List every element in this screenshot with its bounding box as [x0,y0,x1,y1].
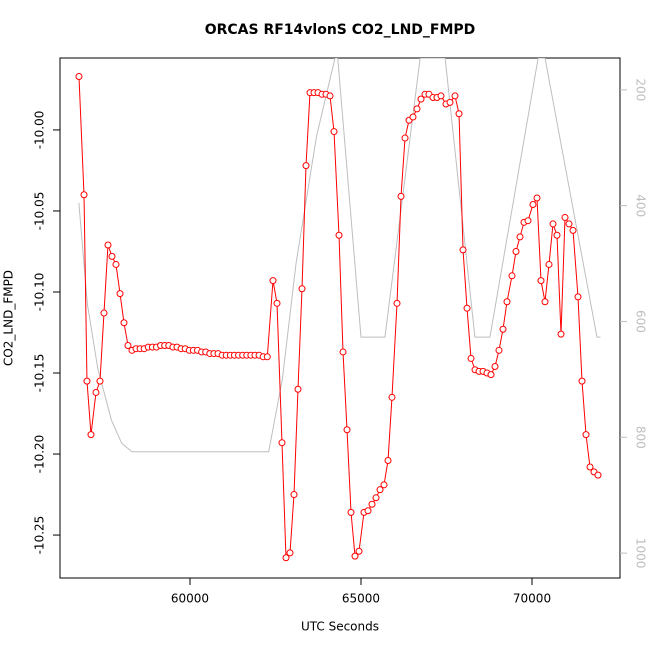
data-point [413,105,421,113]
y2-tick-label: 800 [634,426,648,449]
data-point [104,241,112,249]
data-point [545,260,553,268]
data-point [565,220,573,228]
data-point [455,110,463,118]
data-point [339,348,347,356]
y2-line [78,58,601,453]
data-point [335,231,343,239]
data-point [100,309,108,317]
data-point [397,192,405,200]
data-point [417,95,425,103]
plot-area [75,58,602,562]
data-point [467,354,475,362]
data-point [384,457,392,465]
data-point [343,426,351,434]
data-point [351,552,359,560]
data-point [594,471,602,479]
chart-title: ORCAS RF14vlonS CO2_LND_FMPD [205,22,476,38]
data-point [330,128,338,136]
plot-frame [59,57,621,579]
data-point [549,220,557,228]
data-point [380,481,388,489]
y-axis-label: CO2_LND_FMPD [2,270,16,366]
y2-tick-label: 200 [634,78,648,101]
data-point [537,277,545,285]
data-point [83,377,91,385]
data-point [529,200,537,208]
data-point [574,293,582,301]
y-tick-label: -10.10 [33,273,47,312]
data-point [278,439,286,447]
data-point [273,299,281,307]
data-point [326,92,334,100]
data-point [586,463,594,471]
data-point [96,377,104,385]
data-point [451,92,459,100]
data-point [120,319,128,327]
y-tick-label: -10.20 [33,435,47,474]
data-point [368,500,376,508]
data-point [87,431,95,439]
data-point [512,247,520,255]
data-point [437,92,445,100]
y-tick-label: -10.05 [33,192,47,231]
data-point [491,363,499,371]
y-tick-label: -10.15 [33,354,47,393]
data-point [290,491,298,499]
x-tick-label: 65000 [342,592,380,606]
data-point [557,330,565,338]
y2-tick-label: 600 [634,310,648,333]
data-point [508,272,516,280]
data-point [553,231,561,239]
data-point [116,290,124,298]
data-point [347,508,355,516]
data-point [80,191,88,199]
data-point [124,341,132,349]
data-point [533,194,541,202]
y-tick-label: -10.00 [33,111,47,150]
data-point [446,98,454,106]
data-line [78,76,599,560]
data-point [516,233,524,241]
data-point [269,277,277,285]
data-point [112,260,120,268]
data-point [298,285,306,293]
data-point [302,162,310,170]
y2-tick-label: 400 [634,194,648,217]
data-point [409,113,417,121]
data-point [569,226,577,234]
y-tick-label: -10.25 [33,516,47,555]
data-point [364,507,372,515]
x-tick-label: 70000 [513,592,551,606]
data-point [401,134,409,142]
data-point [372,494,380,502]
x-tick-label: 60000 [171,592,209,606]
data-point [294,385,302,393]
data-point [459,246,467,254]
data-point [92,388,100,396]
data-point [561,213,569,221]
data-point [582,431,590,439]
data-point [495,346,503,354]
data-point [503,298,511,306]
data-point [487,371,495,379]
y2-tick-label: 1000 [634,538,648,569]
data-point [108,252,116,260]
data-point [393,299,401,307]
data-point [75,72,83,80]
data-point [541,298,549,306]
x-axis-label: UTC Seconds [301,620,379,634]
data-point [463,304,471,312]
data-point [376,486,384,494]
data-point [282,554,290,562]
data-point [286,549,294,557]
data-point [355,547,363,555]
data-point [524,217,532,225]
data-point [578,377,586,385]
data-point [388,393,396,401]
data-point [263,353,271,361]
data-point [499,325,507,333]
